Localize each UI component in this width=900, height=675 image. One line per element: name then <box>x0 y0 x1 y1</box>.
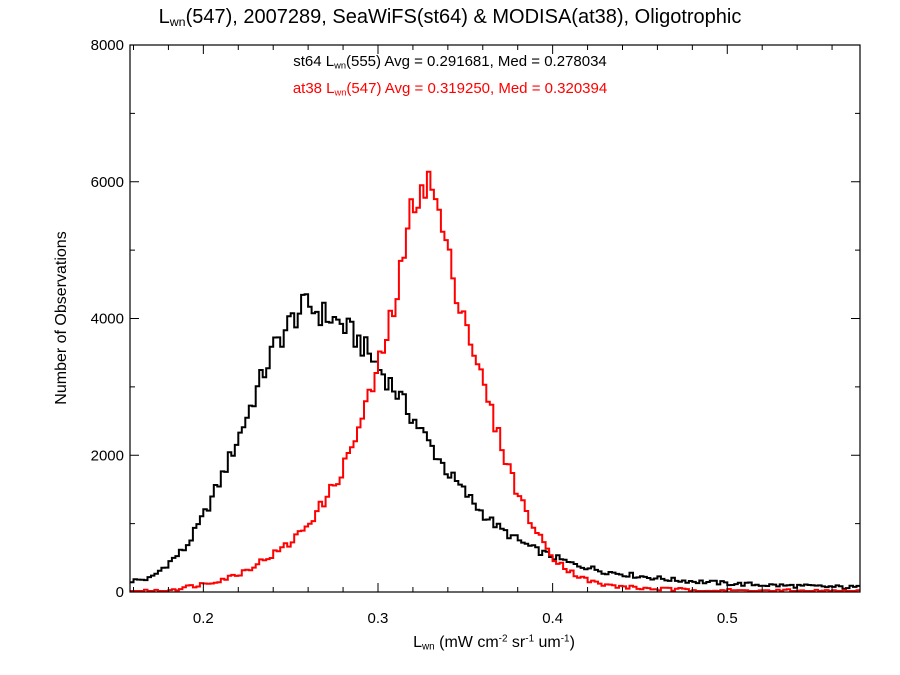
series-line-st64 <box>130 293 860 590</box>
series-layer <box>130 170 860 592</box>
legend-entry-st64: st64 Lwn(555) Avg = 0.291681, Med = 0.27… <box>293 53 607 71</box>
tick-layer: 0.2 0.3 0.4 0.5 0 2000 4000 6000 8000 <box>91 37 860 627</box>
x-tick-label: 0.5 <box>717 610 738 627</box>
x-axis-label: Lwn (mW cm-2 sr-1 um-1) <box>413 633 575 653</box>
y-tick-label: 4000 <box>91 311 124 328</box>
y-tick-label: 6000 <box>91 174 124 191</box>
y-tick-label: 0 <box>116 584 124 601</box>
chart-title: Lwn(547), 2007289, SeaWiFS(st64) & MODIS… <box>158 6 742 30</box>
legend-entry-at38: at38 Lwn(547) Avg = 0.319250, Med = 0.32… <box>292 80 608 98</box>
plot-frame <box>129 44 861 593</box>
y-tick-label: 2000 <box>91 447 124 464</box>
series-line-at38 <box>130 170 860 592</box>
x-tick-label: 0.4 <box>542 610 563 627</box>
x-tick-label: 0.2 <box>193 610 214 627</box>
x-tick-label: 0.3 <box>368 610 389 627</box>
y-axis-label: Number of Observations <box>53 231 70 405</box>
y-tick-label: 8000 <box>91 37 124 54</box>
